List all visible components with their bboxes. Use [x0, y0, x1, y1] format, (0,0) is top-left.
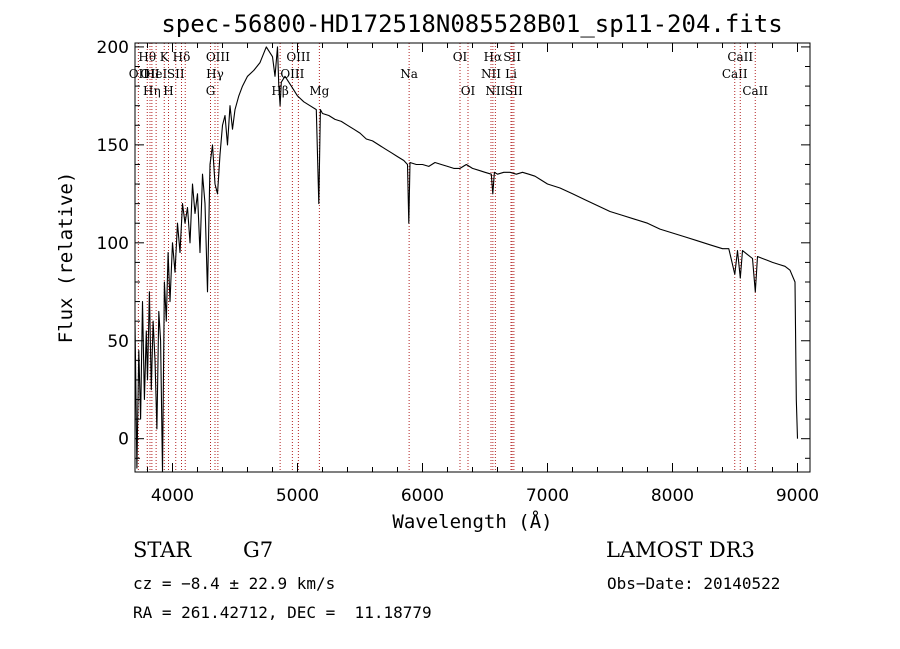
object-subclass: G7	[243, 538, 274, 562]
line-marker-label: Na	[400, 67, 418, 81]
line-marker-label: SII	[505, 84, 523, 98]
observation-date: Obs−Date: 20140522	[607, 574, 781, 593]
survey-name: LAMOST DR3	[606, 538, 755, 562]
redshift-velocity: cz = −8.4 ± 22.9 km/s	[133, 574, 336, 593]
line-marker-label: Hθ	[138, 50, 156, 64]
spectrum-series	[134, 46, 799, 473]
x-tick-label: 6000	[401, 486, 444, 506]
line-marker-label: OII	[129, 67, 149, 81]
x-tick-label: 9000	[776, 486, 819, 506]
line-marker-label: OI	[461, 84, 476, 98]
line-marker-label: Hη	[143, 84, 161, 98]
y-tick-label: 150	[97, 136, 129, 156]
axis-ticks: 4000 5000 6000 7000 8000 9000 0 50 100 150 200	[97, 38, 820, 506]
x-axis-label: Wavelength (Å)	[392, 510, 552, 533]
line-marker-label: Hα	[484, 50, 503, 64]
line-marker-label: CaII	[722, 67, 748, 81]
line-marker-label: NII	[485, 84, 505, 98]
plot-frame	[134, 42, 811, 473]
x-tick-label: 5000	[276, 486, 319, 506]
line-marker-label: CaII	[727, 50, 753, 64]
line-marker-label: Hγ	[206, 67, 224, 81]
line-marker-label: K	[160, 50, 170, 64]
line-marker-label: OIII	[286, 50, 310, 64]
object-class: STAR	[133, 538, 192, 562]
y-tick-label: 100	[97, 234, 129, 254]
x-tick-label: 4000	[151, 486, 194, 506]
y-tick-label: 0	[118, 430, 129, 450]
line-marker-label: Li	[505, 67, 517, 81]
spectral-line-markers: OIIHθOIIHηHeIKHSIIHδGHγOIIIHβOIIIOIIIMgN…	[129, 43, 768, 472]
y-tick-label: 200	[97, 38, 129, 58]
line-marker-label: G	[206, 84, 216, 98]
y-tick-label: 50	[107, 332, 129, 352]
line-marker-label: Mg	[309, 84, 329, 98]
line-marker-label: NII	[481, 67, 501, 81]
line-marker-label: H	[163, 84, 173, 98]
line-marker-label: Hβ	[271, 84, 288, 98]
chart-title: spec-56800-HD172518N085528B01_sp11-204.f…	[161, 10, 782, 38]
x-tick-label: 8000	[651, 486, 694, 506]
line-marker-label: SII	[167, 67, 185, 81]
ra-dec-coordinates: RA = 261.42712, DEC = 11.18779	[133, 603, 432, 622]
y-axis-label: Flux (relative)	[55, 172, 77, 344]
line-marker-label: OII	[140, 67, 160, 81]
line-marker-label: OIII	[206, 50, 230, 64]
line-marker-label: OI	[453, 50, 468, 64]
line-marker-label: HeI	[145, 67, 168, 81]
x-tick-label: 7000	[526, 486, 569, 506]
line-marker-label: Hδ	[173, 50, 191, 64]
line-marker-label: CaII	[742, 84, 768, 98]
spectrum-line	[134, 46, 799, 473]
line-marker-label: SII	[503, 50, 521, 64]
